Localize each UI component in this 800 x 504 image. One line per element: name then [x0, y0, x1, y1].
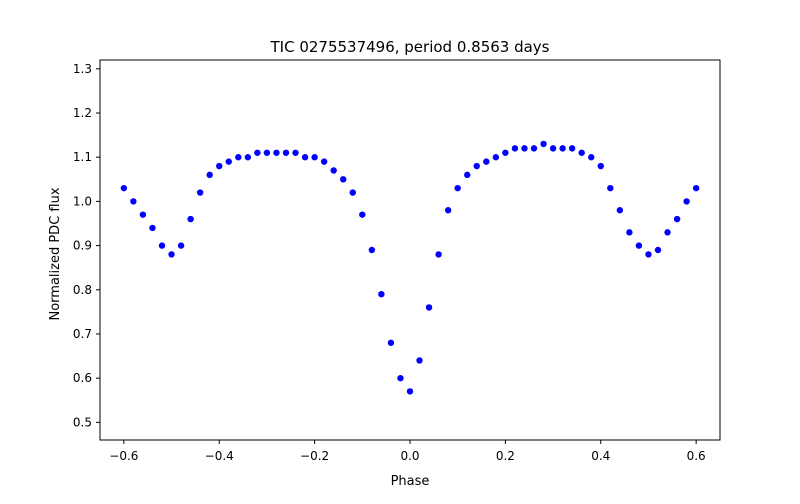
x-axis-label: Phase — [391, 474, 430, 489]
data-point — [473, 162, 480, 170]
y-tick-label: 0.9 — [73, 239, 92, 253]
data-point — [454, 184, 461, 192]
data-point — [521, 145, 528, 152]
data-point — [340, 176, 347, 183]
data-point — [483, 158, 490, 165]
data-point — [196, 189, 204, 196]
data-point — [301, 154, 309, 161]
data-point — [645, 251, 652, 258]
data-point — [139, 211, 147, 218]
data-point — [216, 162, 223, 170]
data-point — [692, 184, 700, 192]
y-tick-label: 1.0 — [73, 194, 92, 208]
data-point — [511, 145, 519, 152]
data-point — [235, 154, 242, 161]
data-point — [168, 251, 175, 258]
data-point — [626, 229, 633, 236]
data-point — [540, 140, 547, 148]
y-tick-label: 0.7 — [73, 327, 92, 341]
x-tick-label: −0.2 — [300, 449, 329, 463]
plot-frame — [99, 59, 721, 441]
data-point — [654, 246, 662, 254]
data-point — [502, 149, 509, 156]
data-point — [177, 242, 185, 249]
data-point — [292, 149, 299, 156]
data-points — [120, 140, 700, 395]
data-point — [149, 224, 156, 232]
data-point — [311, 154, 318, 161]
data-point — [492, 154, 500, 161]
chart-title: TIC 0275537496, period 0.8563 days — [269, 38, 549, 56]
data-point — [444, 207, 452, 214]
data-point — [635, 242, 643, 249]
data-point — [254, 149, 261, 156]
data-point — [130, 198, 137, 205]
y-tick-label: 1.1 — [73, 150, 92, 164]
data-point — [597, 162, 604, 170]
y-tick-label: 0.6 — [73, 371, 92, 385]
data-point — [568, 145, 576, 152]
axis-ticks: −0.6 −0.4 −0.2 0.0 0.2 0.4 0.6 0.5 0.6 0.7 0.8 0.9 1… — [73, 62, 706, 463]
data-point — [359, 211, 366, 218]
data-point — [387, 339, 395, 346]
data-point — [435, 251, 442, 258]
x-tick-label: 0.2 — [496, 449, 515, 463]
data-point — [549, 145, 557, 152]
y-axis-label: Normalized PDC flux — [48, 187, 63, 320]
data-point — [378, 290, 385, 298]
data-point — [559, 145, 566, 152]
data-point — [673, 215, 681, 223]
data-point — [320, 158, 328, 165]
data-point — [330, 167, 337, 174]
data-point — [244, 154, 252, 161]
data-point — [416, 357, 423, 364]
data-point — [607, 184, 614, 192]
data-point — [120, 184, 128, 192]
data-point — [368, 246, 376, 254]
data-point — [425, 304, 433, 311]
x-tick-label: −0.4 — [205, 449, 234, 463]
data-point — [187, 215, 194, 223]
data-point — [397, 374, 404, 382]
data-point — [530, 145, 538, 152]
data-point — [263, 149, 271, 156]
x-tick-label: 0.6 — [687, 449, 706, 463]
y-tick-label: 1.2 — [73, 106, 92, 120]
y-tick-label: 0.8 — [73, 283, 92, 297]
data-point — [683, 198, 690, 205]
x-tick-label: 0.0 — [400, 449, 419, 463]
y-tick-label: 1.3 — [73, 62, 92, 76]
data-point — [464, 171, 471, 179]
data-point — [664, 229, 671, 236]
data-point — [349, 189, 356, 196]
data-point — [588, 154, 595, 161]
x-tick-label: −0.6 — [109, 449, 138, 463]
x-tick-label: 0.4 — [591, 449, 610, 463]
data-point — [158, 242, 166, 249]
data-point — [616, 207, 624, 214]
data-point — [406, 388, 414, 395]
data-point — [282, 149, 290, 156]
y-tick-label: 0.5 — [73, 415, 92, 429]
data-point — [225, 158, 232, 165]
data-point — [273, 149, 280, 156]
data-point — [206, 171, 213, 179]
data-point — [578, 149, 585, 156]
